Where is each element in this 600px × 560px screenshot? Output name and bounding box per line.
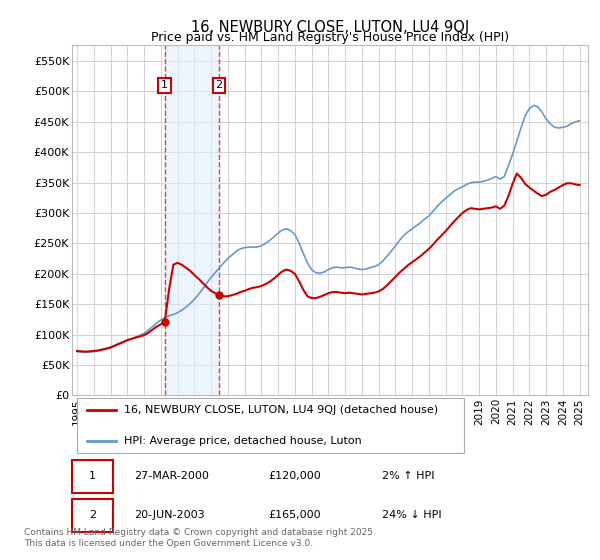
- Text: Contains HM Land Registry data © Crown copyright and database right 2025.
This d: Contains HM Land Registry data © Crown c…: [24, 528, 376, 548]
- Text: 24% ↓ HPI: 24% ↓ HPI: [382, 510, 441, 520]
- Text: £120,000: £120,000: [268, 471, 321, 481]
- Text: 2: 2: [215, 81, 223, 90]
- Text: Price paid vs. HM Land Registry's House Price Index (HPI): Price paid vs. HM Land Registry's House …: [151, 31, 509, 44]
- Text: 20-JUN-2003: 20-JUN-2003: [134, 510, 205, 520]
- FancyBboxPatch shape: [72, 500, 113, 532]
- Text: 2: 2: [89, 510, 96, 520]
- Text: HPI: Average price, detached house, Luton: HPI: Average price, detached house, Luto…: [124, 436, 361, 446]
- Text: 1: 1: [89, 471, 96, 481]
- Text: 16, NEWBURY CLOSE, LUTON, LU4 9QJ (detached house): 16, NEWBURY CLOSE, LUTON, LU4 9QJ (detac…: [124, 405, 438, 416]
- FancyBboxPatch shape: [77, 398, 464, 453]
- Text: £165,000: £165,000: [268, 510, 321, 520]
- Text: 2% ↑ HPI: 2% ↑ HPI: [382, 471, 434, 481]
- Text: 1: 1: [161, 81, 168, 90]
- FancyBboxPatch shape: [72, 460, 113, 493]
- Text: 16, NEWBURY CLOSE, LUTON, LU4 9QJ: 16, NEWBURY CLOSE, LUTON, LU4 9QJ: [191, 20, 469, 35]
- Text: 27-MAR-2000: 27-MAR-2000: [134, 471, 209, 481]
- Bar: [164, 45, 219, 395]
